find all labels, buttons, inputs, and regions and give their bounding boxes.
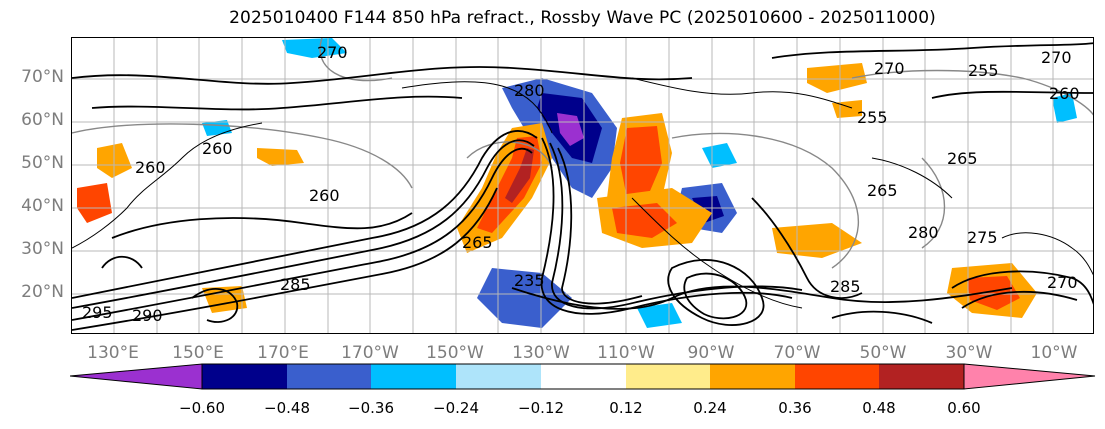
colorbar-bin [371,364,456,389]
red-anomaly-southeast [967,276,1020,310]
colorbar-bin [287,364,371,389]
anomaly-shading [77,38,1077,328]
lon-label-150w: 150°W [426,343,484,363]
contour-label: 285 [280,275,311,294]
contour-label: 285 [830,277,861,296]
lon-label-130w: 130°W [512,343,570,363]
lat-label-70n: 70°N [21,67,64,87]
colorbar-tick-label: 0.12 [609,399,643,417]
skyblue-anomaly-1 [282,38,347,58]
map-title: 2025010400 F144 850 hPa refract., Rossby… [229,8,936,28]
lon-label-110w: 110°W [597,343,655,363]
colorbar-extend-low [70,363,203,390]
colorbar-tick-label: −0.60 [179,399,225,417]
contour-label: 280 [514,81,545,100]
colorbar-tick-label: −0.36 [348,399,394,417]
lon-label-90w: 90°W [687,343,735,363]
navy-anomaly-america [692,196,724,223]
colorbar-tick-label: −0.48 [264,399,310,417]
orange-anomaly-asia [257,148,304,166]
contour-label: 275 [967,228,998,247]
lon-label-130e: 130°E [87,343,139,363]
contour-label: 270 [874,59,905,78]
contour-label: 260 [202,139,233,158]
skyblue-anomaly-3 [1052,93,1077,123]
orange-anomaly-arctic [807,63,867,93]
contour-label: 255 [968,61,999,80]
red-anomaly-west [77,183,112,223]
colorbar [70,363,1096,390]
lat-label-60n: 60°N [21,110,64,130]
purple-anomaly-core [557,113,584,146]
map-panel: 270 280 270 260 265 260 255 265 260 255 … [71,37,1094,334]
colorbar-tick-label: 0.60 [947,399,981,417]
blue-anomaly-trough [477,268,572,328]
lat-label-30n: 30°N [21,239,64,259]
red-anomaly-central [620,126,662,198]
lat-label-50n: 50°N [21,153,64,173]
lon-label-70w: 70°W [773,343,821,363]
lat-label-40n: 40°N [21,196,64,216]
contour-trough [540,137,793,315]
lon-label-170e: 170°E [257,343,309,363]
lon-label-170w: 170°W [341,343,399,363]
contour-label: 260 [1049,84,1080,103]
contour-label: 270 [1047,273,1078,292]
coastlines [72,77,1093,309]
contour-label: 270 [1041,48,1072,67]
skyblue-anomaly-5 [637,303,682,328]
colorbar-bin [879,364,964,389]
colorbar-bin [456,364,541,389]
lon-label-10w: 10°W [1030,343,1078,363]
contour-label: 260 [309,186,340,205]
lat-label-20n: 20°N [21,282,64,302]
contour-label: 280 [908,223,939,242]
contour-label: 260 [135,158,166,177]
lon-label-50w: 50°W [859,343,907,363]
contour-label: 295 [82,303,113,322]
colorbar-tick-label: 0.24 [693,399,727,417]
contour-pacific-jet [72,130,538,299]
colorbar-bin [202,364,287,389]
colorbar-tick-label: 0.48 [862,399,896,417]
contour-label: 255 [857,108,888,127]
contour-label: 265 [462,233,493,252]
contour-label: 265 [867,181,898,200]
contour-label: 290 [132,306,163,325]
colorbar-bin [795,364,879,389]
lon-label-150e: 150°E [172,343,224,363]
colorbar-bin [626,364,710,389]
red-anomaly-east [612,203,677,238]
colorbar-tick-label: −0.24 [433,399,479,417]
contour-label: 270 [317,43,348,62]
lon-label-30w: 30°W [945,343,993,363]
colorbar-bin [541,364,626,389]
colorbar-bin [710,364,795,389]
skyblue-anomaly-4 [702,143,737,168]
firebrick-anomaly-jet [505,148,534,203]
gray-contours [72,38,1093,269]
map-canvas: 270 280 270 260 265 260 255 265 260 255 … [72,38,1093,333]
contour-label: 265 [947,149,978,168]
graticule [72,38,1093,333]
colorbar-tick-label: 0.36 [778,399,812,417]
black-contours [72,42,1093,331]
colorbar-tick-label: −0.12 [518,399,564,417]
contour-label: 235 [514,271,545,290]
colorbar-extend-high [963,363,1096,390]
